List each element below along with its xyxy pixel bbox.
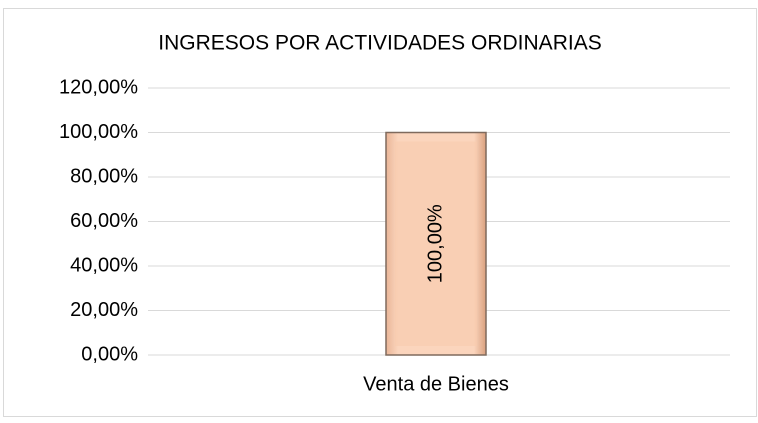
chart-frame [3, 8, 757, 417]
bar-bevel [395, 141, 477, 346]
x-tick-label: Venta de Bienes [363, 373, 509, 395]
y-tick-label: 20,00% [70, 299, 138, 321]
y-tick-label: 100,00% [59, 121, 138, 143]
chart-title: INGRESOS POR ACTIVIDADES ORDINARIAS [158, 32, 601, 55]
y-tick-label: 40,00% [70, 254, 138, 276]
y-tick-label: 80,00% [70, 165, 138, 187]
y-tick-label: 120,00% [59, 76, 138, 98]
y-tick-label: 60,00% [70, 210, 138, 232]
value-label: 100,00% [424, 204, 446, 283]
y-tick-label: 0,00% [81, 343, 138, 365]
